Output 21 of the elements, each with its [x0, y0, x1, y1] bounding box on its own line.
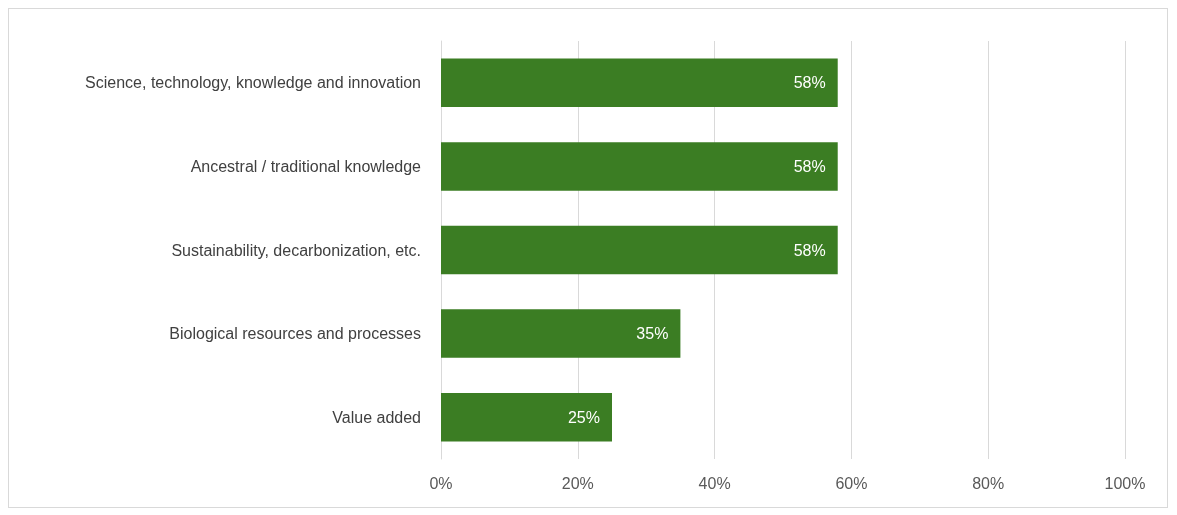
data-label: 58% [793, 74, 826, 92]
data-label: 25% [567, 408, 600, 426]
x-tick-label: 40% [698, 474, 731, 492]
data-label: 58% [793, 241, 826, 259]
x-tick-label: 0% [429, 474, 453, 492]
data-label: 35% [636, 325, 669, 343]
y-tick-label: Sustainability, decarbonization, etc. [171, 241, 421, 259]
y-tick-label: Value added [332, 408, 421, 426]
y-tick-label: Science, technology, knowledge and innovation [85, 74, 421, 92]
x-tick-label: 20% [561, 474, 594, 492]
bar [441, 392, 612, 442]
bar [441, 58, 838, 108]
bar [441, 225, 838, 275]
x-tick-label: 80% [972, 474, 1005, 492]
x-tick-label: 60% [835, 474, 868, 492]
data-label: 58% [793, 157, 826, 175]
bar [441, 142, 838, 191]
y-tick-label: Ancestral / traditional knowledge [190, 157, 422, 175]
x-tick-label: 100% [1104, 474, 1146, 492]
bar [441, 309, 681, 358]
y-tick-label: Biological resources and processes [169, 325, 421, 343]
